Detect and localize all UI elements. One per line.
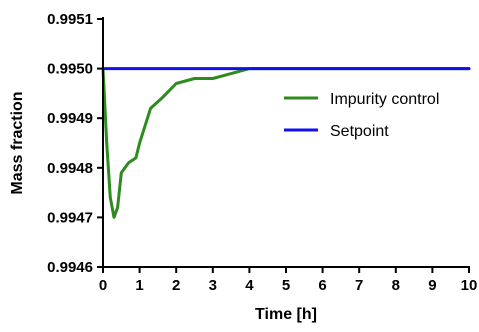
x-tick-label: 3: [209, 277, 217, 294]
x-tick-label: 9: [428, 277, 436, 294]
legend-label-setpoint: Setpoint: [330, 123, 389, 140]
y-tick-label: 0.9949: [47, 110, 93, 127]
x-tick-label: 5: [282, 277, 290, 294]
x-tick-label: 1: [135, 277, 143, 294]
y-axis-title: Mass fraction: [9, 91, 26, 194]
x-tick-label: 2: [172, 277, 180, 294]
y-tick-label: 0.9948: [47, 160, 93, 177]
x-tick-label: 8: [392, 277, 400, 294]
x-tick-label: 7: [355, 277, 363, 294]
legend: Impurity control Setpoint: [284, 91, 439, 140]
x-axis-title: Time [h]: [255, 306, 317, 323]
y-tick-label: 0.9947: [47, 209, 93, 226]
x-tick-label: 10: [461, 277, 478, 294]
x-tick-label: 6: [318, 277, 326, 294]
x-tick-label: 0: [99, 277, 107, 294]
y-tick-label: 0.9951: [47, 11, 93, 28]
x-tick-label: 4: [245, 277, 254, 294]
y-tick-label: 0.9950: [47, 61, 93, 78]
legend-label-impurity-control: Impurity control: [330, 91, 439, 108]
y-tick-label: 0.9946: [47, 259, 93, 276]
